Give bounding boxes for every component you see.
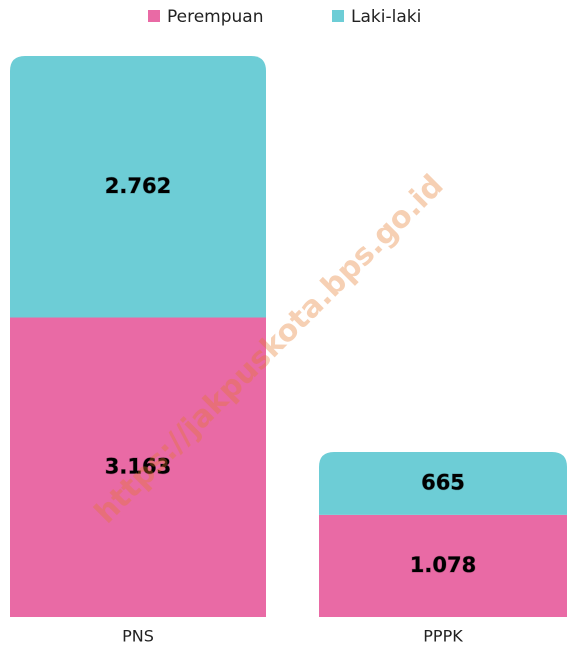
legend-label: Laki-laki — [351, 7, 421, 27]
value-label: 3.163 — [105, 454, 171, 478]
bar-segment — [319, 451, 567, 515]
bar-segment — [10, 56, 266, 318]
bar-segment — [319, 514, 567, 617]
value-label: 1.078 — [410, 553, 476, 577]
bar-segment — [10, 317, 266, 617]
x-tick-label: PPPK — [423, 627, 463, 646]
legend-swatch — [332, 10, 344, 22]
legend-swatch — [148, 10, 160, 22]
x-tick-label: PNS — [122, 627, 154, 646]
value-label: 665 — [421, 470, 465, 494]
legend-label: Perempuan — [167, 7, 264, 27]
value-label: 2.762 — [105, 174, 171, 198]
